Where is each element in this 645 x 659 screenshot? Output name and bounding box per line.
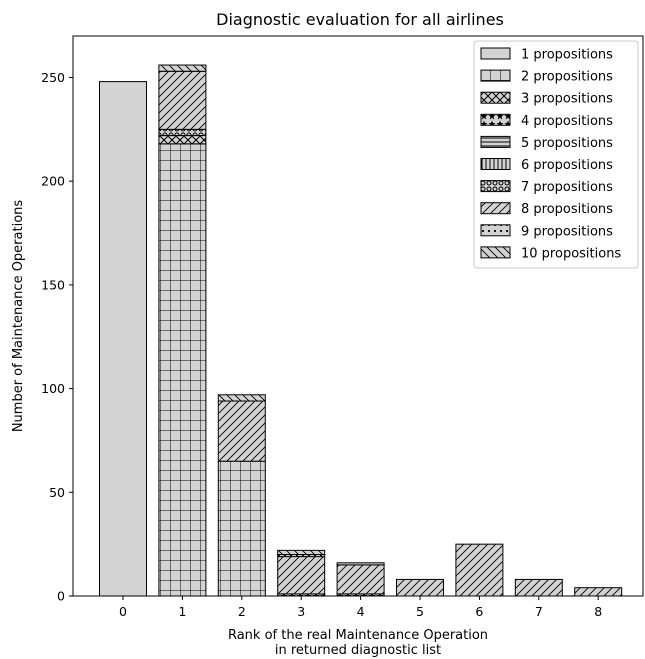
legend-label-5: 5 propositions	[521, 136, 613, 151]
x-axis-label-line-2: in returned diagnostic list	[275, 643, 441, 658]
x-tick-label-1: 1	[178, 604, 186, 619]
bar-rank-4-series-8	[336, 564, 385, 595]
legend-label-1: 1 propositions	[521, 48, 613, 63]
y-tick-label-200: 200	[41, 174, 65, 189]
x-tick-label-4: 4	[357, 604, 365, 619]
legend-swatch-9	[480, 224, 511, 237]
bar-rank-1-series-10	[158, 64, 207, 72]
x-tick-label-2: 2	[238, 604, 246, 619]
bar-rank-2-series-2	[217, 460, 266, 597]
x-tick-label-5: 5	[416, 604, 424, 619]
legend-label-4: 4 propositions	[521, 114, 613, 129]
y-tick-label-150: 150	[41, 277, 65, 292]
legend-swatch-10	[480, 246, 511, 259]
bar-rank-5-series-8	[396, 578, 444, 597]
legend-swatch-6	[480, 158, 511, 170]
legend-swatch-4	[480, 113, 511, 126]
legend-label-8: 8 propositions	[521, 202, 613, 217]
bar-rank-1-series-2	[158, 143, 207, 597]
bar-rank-6-series-8	[455, 543, 504, 597]
y-tick-label-50: 50	[49, 485, 65, 500]
bar-rank-0-series-1	[99, 81, 147, 597]
bar-rank-3-series-8	[277, 556, 326, 595]
y-axis-label: Number of Maintenance Operations	[11, 200, 26, 433]
y-tick-label-250: 250	[41, 70, 65, 85]
bar-rank-4-series-9	[336, 562, 385, 566]
chart-title: Diagnostic evaluation for all airlines	[216, 10, 504, 29]
bars-group	[99, 64, 623, 597]
legend-label-9: 9 propositions	[521, 224, 613, 239]
legend-label-3: 3 propositions	[521, 92, 613, 107]
bar-rank-8-series-8	[574, 587, 623, 597]
legend-swatch-2	[480, 69, 511, 82]
legend-label-2: 2 propositions	[521, 70, 613, 85]
legend-swatch-3	[480, 91, 511, 104]
x-tick-label-3: 3	[297, 604, 305, 619]
legend-swatch-7	[480, 180, 511, 193]
x-tick-label-8: 8	[594, 604, 602, 619]
legend-label-10: 10 propositions	[521, 246, 621, 261]
bar-rank-2-series-8	[217, 400, 266, 462]
bar-rank-1-series-3	[158, 135, 207, 145]
bar-rank-3-series-10	[277, 549, 326, 556]
bar-rank-1-series-7	[158, 128, 207, 137]
x-axis-label-line-1: Rank of the real Maintenance Operation	[228, 628, 488, 643]
y-axis: 0 50 100 150 200 250	[41, 70, 73, 604]
x-axis: 0 1 2 3 4 5 6 7 8	[119, 596, 602, 619]
bar-rank-7-series-8	[514, 578, 563, 597]
legend: 1 propositions 2 propositions 3 propositio…	[473, 40, 639, 269]
plot-area-frame	[72, 35, 644, 597]
legend-swatch-1	[480, 47, 511, 60]
x-tick-label-0: 0	[119, 604, 127, 619]
legend-label-6: 6 propositions	[521, 158, 613, 173]
y-tick-label-0: 0	[57, 589, 65, 604]
y-tick-label-100: 100	[41, 381, 65, 396]
legend-label-7: 7 propositions	[521, 180, 613, 195]
x-tick-label-7: 7	[535, 604, 543, 619]
bar-rank-2-series-10	[217, 394, 266, 402]
x-tick-label-6: 6	[475, 604, 483, 619]
legend-frame	[473, 40, 639, 269]
legend-swatch-8	[480, 202, 511, 215]
legend-swatch-5	[480, 135, 511, 148]
bar-rank-1-series-8	[158, 70, 207, 130]
